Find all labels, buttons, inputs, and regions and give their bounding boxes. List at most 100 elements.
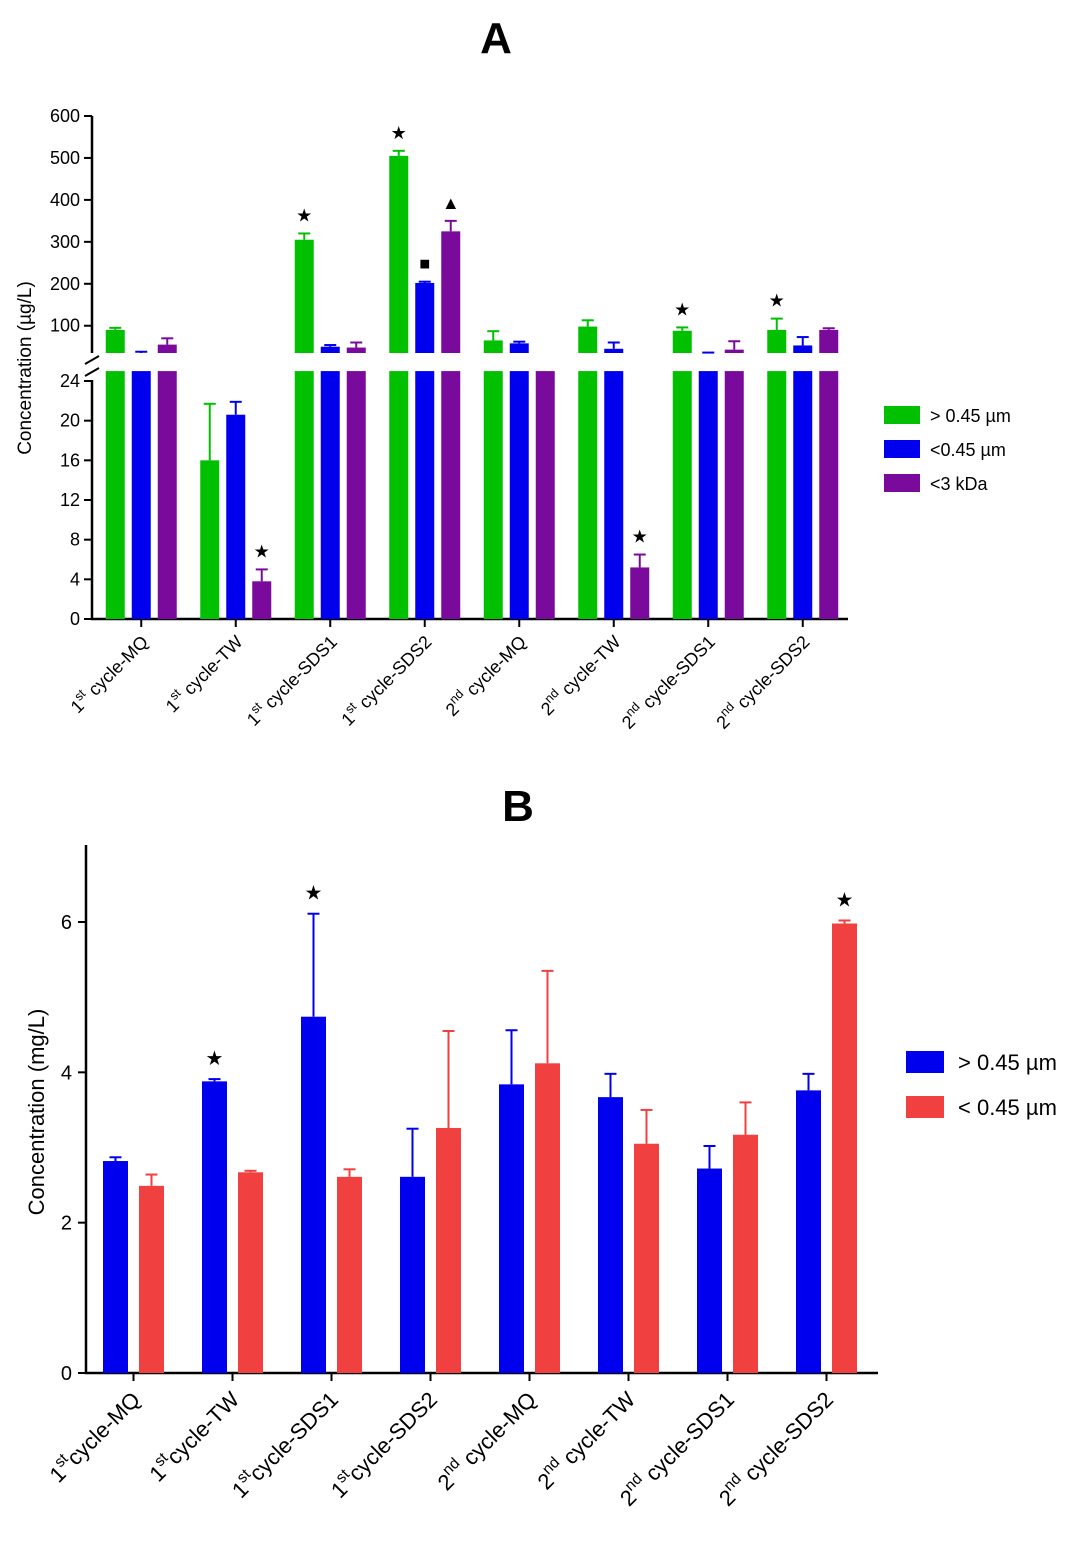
bar-lower-segment bbox=[698, 371, 718, 619]
y-tick-label: 12 bbox=[60, 490, 80, 510]
category-text: cycle-SDS2 bbox=[729, 632, 813, 716]
bar-lower-segment bbox=[441, 371, 461, 619]
y-tick-label: 6 bbox=[61, 912, 72, 934]
legend-swatch bbox=[884, 406, 920, 424]
bar bbox=[337, 1176, 362, 1373]
panel-b-legend: > 0.45 µm < 0.45 µm bbox=[906, 1050, 1057, 1120]
legend-swatch bbox=[884, 474, 920, 492]
x-tick-label: 2nd cycle-SDS2 bbox=[710, 629, 813, 732]
category-text: cycle-SDS1 bbox=[635, 632, 719, 716]
bar-lower-segment bbox=[320, 371, 340, 619]
panel-a-y-axis-label: Concentration (µg/L) bbox=[15, 281, 36, 455]
bar bbox=[301, 1016, 326, 1373]
bar-lower-segment bbox=[157, 371, 177, 619]
bar bbox=[103, 1161, 128, 1373]
bar bbox=[697, 1168, 722, 1373]
bar bbox=[415, 282, 435, 353]
bar-lower-segment bbox=[672, 371, 692, 619]
bar bbox=[157, 344, 177, 353]
y-tick-label: 24 bbox=[60, 371, 80, 391]
legend-label: <0.45 µm bbox=[930, 440, 1006, 460]
category-ordinal-suffix: nd bbox=[623, 700, 643, 720]
bar bbox=[793, 345, 813, 353]
significance-marker: ★ bbox=[836, 889, 854, 911]
x-tick-label: 2nd cycle-TW bbox=[535, 629, 625, 719]
y-tick-label: 4 bbox=[61, 1062, 72, 1084]
bar bbox=[499, 1084, 524, 1373]
x-tick-label: 2nd cycle-TW bbox=[530, 1385, 640, 1495]
bar bbox=[400, 1176, 425, 1373]
bar bbox=[832, 923, 857, 1373]
category-text: cycle-MQ bbox=[459, 632, 530, 703]
y-tick-label: 400 bbox=[50, 190, 80, 210]
panel-a-bars: ★ ★ ■ ▲ ★ ★ ★ ★ bbox=[105, 123, 839, 619]
x-tick-label: 1stcycle-MQ bbox=[42, 1385, 145, 1488]
panel-b-bars: ★ ★ ★ bbox=[103, 883, 857, 1373]
x-tick-label: 1st cycle-SDS2 bbox=[335, 629, 435, 729]
category-text: cycle-SDS1 bbox=[636, 1387, 739, 1490]
significance-marker: ★ bbox=[305, 883, 323, 905]
category-text: cycle-SDS2 bbox=[735, 1387, 838, 1490]
bar-lower-segment bbox=[131, 371, 151, 619]
category-text: cycle-TW bbox=[554, 632, 625, 703]
x-tick-label: 2nd cycle-MQ bbox=[439, 629, 530, 720]
bar-lower-segment bbox=[294, 371, 314, 619]
bar-lower-segment bbox=[767, 371, 787, 619]
significance-marker: ★ bbox=[674, 299, 690, 319]
category-text: cycle-MQ bbox=[62, 1387, 145, 1470]
bar bbox=[672, 330, 692, 353]
x-tick-label: 1stcycle-TW bbox=[142, 1385, 244, 1487]
bar-lower-segment bbox=[483, 371, 503, 619]
x-tick-label: 2nd cycle-SDS1 bbox=[616, 629, 719, 732]
bar-lower-segment bbox=[389, 371, 409, 619]
category-text: cycle-SDS2 bbox=[343, 1387, 442, 1486]
legend-swatch bbox=[906, 1096, 944, 1118]
y-tick-label: 0 bbox=[70, 609, 80, 629]
bar-lower-segment bbox=[724, 371, 744, 619]
y-tick-label: 300 bbox=[50, 232, 80, 252]
x-tick-label: 1stcycle-SDS2 bbox=[324, 1385, 442, 1503]
bar bbox=[346, 347, 366, 353]
bar bbox=[389, 155, 409, 353]
legend-label: < 0.45 µm bbox=[958, 1095, 1057, 1120]
bar bbox=[767, 329, 787, 353]
y-tick-label: 200 bbox=[50, 274, 80, 294]
x-tick-label: 1st cycle-MQ bbox=[64, 629, 152, 717]
bar bbox=[252, 581, 272, 619]
significance-marker: ★ bbox=[206, 1048, 224, 1070]
category-text: cycle-SDS1 bbox=[257, 632, 341, 716]
x-tick-label: 2nd cycle-MQ bbox=[431, 1385, 542, 1496]
y-tick-label: 100 bbox=[50, 316, 80, 336]
category-ordinal-suffix: nd bbox=[542, 686, 562, 706]
bar bbox=[630, 567, 650, 619]
bar bbox=[483, 340, 503, 353]
bar bbox=[604, 348, 624, 353]
panel-b-y-axis-label: Concentration (mg/L) bbox=[24, 1009, 49, 1216]
panel-b-x-tick-labels: 1stcycle-MQ1stcycle-TW1stcycle-SDS11stcy… bbox=[42, 1385, 838, 1511]
category-text: cycle-TW bbox=[162, 1387, 245, 1470]
bar-lower-segment bbox=[819, 371, 839, 619]
category-text: cycle-TW bbox=[553, 1387, 640, 1474]
bar bbox=[796, 1090, 821, 1373]
bar-lower-segment bbox=[105, 371, 125, 619]
legend-swatch bbox=[906, 1051, 944, 1073]
bar bbox=[733, 1134, 758, 1373]
y-tick-label: 0 bbox=[61, 1363, 72, 1385]
bar bbox=[634, 1143, 659, 1373]
y-tick-label: 2 bbox=[61, 1213, 72, 1235]
legend-label: <3 kDa bbox=[930, 474, 989, 494]
y-tick-label: 600 bbox=[50, 106, 80, 126]
bar-lower-segment bbox=[509, 371, 529, 619]
bar bbox=[226, 414, 246, 619]
bar bbox=[202, 1081, 227, 1373]
bar-lower-segment bbox=[578, 371, 598, 619]
panel-b: B Concentration (mg/L) 0 2 4 6 ★ ★ ★ 1stcycle… bbox=[24, 782, 1057, 1511]
y-tick-label: 500 bbox=[50, 148, 80, 168]
axis-break-mark bbox=[84, 355, 100, 365]
category-text: cycle-MQ bbox=[81, 632, 152, 703]
category-text: cycle-SDS2 bbox=[351, 632, 435, 716]
category-ordinal-suffix: nd bbox=[717, 700, 737, 720]
legend-label: > 0.45 µm bbox=[930, 406, 1011, 426]
